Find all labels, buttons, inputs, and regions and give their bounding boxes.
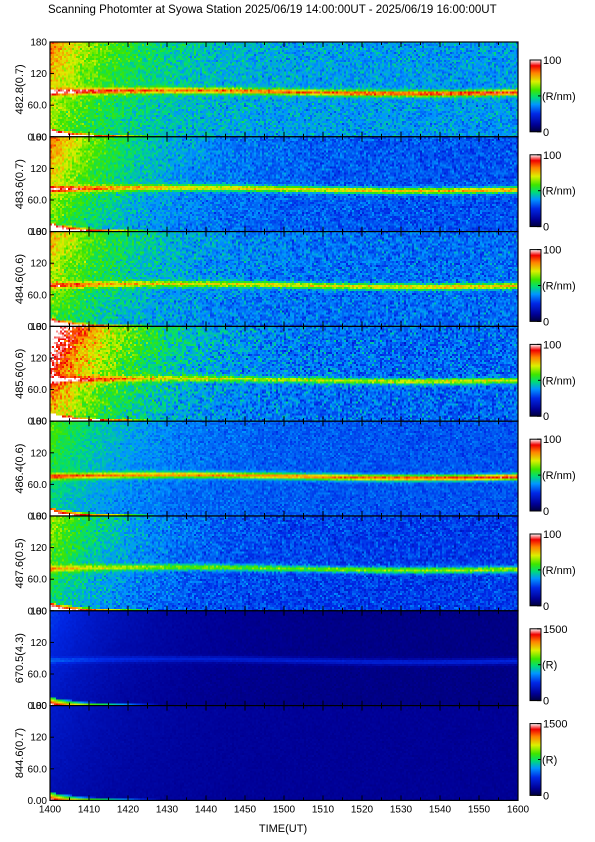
x-tick-label: 1510 xyxy=(312,804,335,815)
colorbar-max-label: 100 xyxy=(543,434,561,446)
heatmap xyxy=(50,610,518,706)
colorbar-min-label: 0 xyxy=(543,127,549,139)
heatmap xyxy=(50,231,518,327)
y-tick-label: 60.0 xyxy=(28,101,48,112)
x-axis: 1400 1410 1420 1430 1440 1450 1500 1510 1520 1530… xyxy=(39,804,530,815)
chart-title: Scanning Photomter at Syowa Station 2025… xyxy=(48,4,497,16)
heatmap xyxy=(50,42,518,137)
colorbar-unit-label: (R) xyxy=(542,755,557,767)
colorbar-unit-label: (R/nm) xyxy=(542,470,576,482)
colorbar-unit-label: (R) xyxy=(542,660,557,672)
y-tick-label: 60.0 xyxy=(28,385,48,396)
colorbar-min-label: 0 xyxy=(543,601,549,613)
panel-label: 844.6(0.7) xyxy=(14,728,26,778)
y-tick-label: 60.0 xyxy=(28,480,48,491)
colorbar-unit-label: (R/nm) xyxy=(542,186,576,198)
panel-7: 0.00 60.0 120 180 670.5(4.3) 1500 0 (R) xyxy=(14,606,567,712)
heatmap xyxy=(50,516,518,611)
heatmap xyxy=(50,326,518,422)
y-tick-label: 120 xyxy=(30,543,47,554)
colorbar-min-label: 0 xyxy=(543,411,549,423)
colorbar-max-label: 100 xyxy=(543,55,561,67)
y-tick-label: 120 xyxy=(30,354,47,365)
colorbar-max-label: 1500 xyxy=(543,624,567,636)
y-tick-label: 0.00 xyxy=(28,417,48,428)
panel-3: 0.00 60.0 120 180 484.6(0.6) 100 0 (R/nm) xyxy=(14,227,576,333)
panel-label: 483.6(0.7) xyxy=(14,159,26,209)
y-tick-label: 0.00 xyxy=(28,322,48,333)
x-tick-label: 1540 xyxy=(429,804,452,815)
colorbar-min-label: 0 xyxy=(543,696,549,708)
colorbar-min-label: 0 xyxy=(543,222,549,234)
y-tick-label: 60.0 xyxy=(28,670,48,681)
x-tick-label: 1430 xyxy=(156,804,179,815)
y-tick-label: 120 xyxy=(30,259,47,270)
heatmap xyxy=(50,421,518,516)
y-tick-label: 120 xyxy=(30,164,47,175)
panel-1: 0.00 60.0 120 180 482.8(0.7) 100 0 (R/nm) xyxy=(14,38,576,144)
colorbar-max-label: 100 xyxy=(543,529,561,541)
x-tick-label: 1550 xyxy=(468,804,491,815)
y-tick-label: 120 xyxy=(30,69,47,80)
x-tick-label: 1440 xyxy=(195,804,218,815)
colorbar-unit-label: (R/nm) xyxy=(542,375,576,387)
x-tick-label: 1600 xyxy=(507,804,530,815)
panel-2: 0.00 60.0 120 180 483.6(0.7) 100 0 (R/nm) xyxy=(14,132,576,238)
colorbar-max-label: 100 xyxy=(543,150,561,162)
colorbar-min-label: 0 xyxy=(543,316,549,328)
panel-label: 486.4(0.6) xyxy=(14,444,26,494)
y-tick-label: 180 xyxy=(30,227,47,238)
colorbar-unit-label: (R/nm) xyxy=(542,91,576,103)
colorbar-min-label: 0 xyxy=(543,790,549,802)
heatmap xyxy=(50,705,518,801)
y-tick-label: 0.00 xyxy=(28,132,48,143)
y-tick-label: 60.0 xyxy=(28,290,48,301)
panel-label: 484.6(0.6) xyxy=(14,254,26,304)
panel-label: 485.6(0.6) xyxy=(14,349,26,399)
heatmap xyxy=(50,136,518,232)
y-tick-label: 120 xyxy=(30,733,47,744)
y-tick-label: 60.0 xyxy=(28,764,48,775)
x-tick-label: 1520 xyxy=(351,804,374,815)
y-tick-label: 180 xyxy=(30,606,47,617)
y-tick-label: 120 xyxy=(30,448,47,459)
x-tick-label: 1450 xyxy=(234,804,257,815)
y-tick-label: 0.00 xyxy=(28,227,48,238)
colorbar-max-label: 1500 xyxy=(543,719,567,731)
panel-5: 0.00 60.0 120 180 486.4(0.6) 100 0 (R/nm) xyxy=(14,417,576,523)
x-tick-label: 1420 xyxy=(117,804,140,815)
y-tick-label: 180 xyxy=(30,417,47,428)
y-tick-label: 180 xyxy=(30,701,47,712)
colorbar-max-label: 100 xyxy=(543,339,561,351)
y-tick-label: 0.00 xyxy=(28,606,48,617)
colorbar-min-label: 0 xyxy=(543,506,549,518)
y-tick-label: 60.0 xyxy=(28,575,48,586)
panel-label: 670.5(4.3) xyxy=(14,633,26,683)
y-tick-label: 60.0 xyxy=(28,196,48,207)
y-tick-label: 0.00 xyxy=(28,512,48,523)
panel-label: 482.8(0.7) xyxy=(14,64,26,114)
panel-label: 487.6(0.5) xyxy=(14,538,26,588)
y-tick-label: 180 xyxy=(30,38,47,49)
panel-6: 0.00 60.0 120 180 487.6(0.5) 100 0 (R/nm) xyxy=(14,512,576,618)
x-tick-label: 1530 xyxy=(390,804,413,815)
colorbar-max-label: 100 xyxy=(543,245,561,257)
x-tick-label: 1400 xyxy=(39,804,62,815)
y-tick-label: 0.00 xyxy=(28,796,48,807)
x-tick-label: 1500 xyxy=(273,804,296,815)
x-tick-label: 1410 xyxy=(78,804,101,815)
y-tick-label: 120 xyxy=(30,638,47,649)
y-tick-label: 180 xyxy=(30,132,47,143)
panel-4: 0.00 60.0 120 180 485.6(0.6) 100 0 (R/nm) xyxy=(14,322,576,428)
y-tick-label: 180 xyxy=(30,322,47,333)
x-axis-label: TIME(UT) xyxy=(259,823,307,835)
colorbar-unit-label: (R/nm) xyxy=(542,281,576,293)
colorbar-unit-label: (R/nm) xyxy=(542,565,576,577)
panel-8: 0.00 60.0 120 180 844.6(0.7) 1500 0 (R) xyxy=(14,701,567,807)
y-tick-label: 180 xyxy=(30,512,47,523)
y-tick-label: 0.00 xyxy=(28,701,48,712)
panels: 0.00 60.0 120 180 482.8(0.7) 100 0 (R/nm) 0.00 60… xyxy=(14,38,576,807)
